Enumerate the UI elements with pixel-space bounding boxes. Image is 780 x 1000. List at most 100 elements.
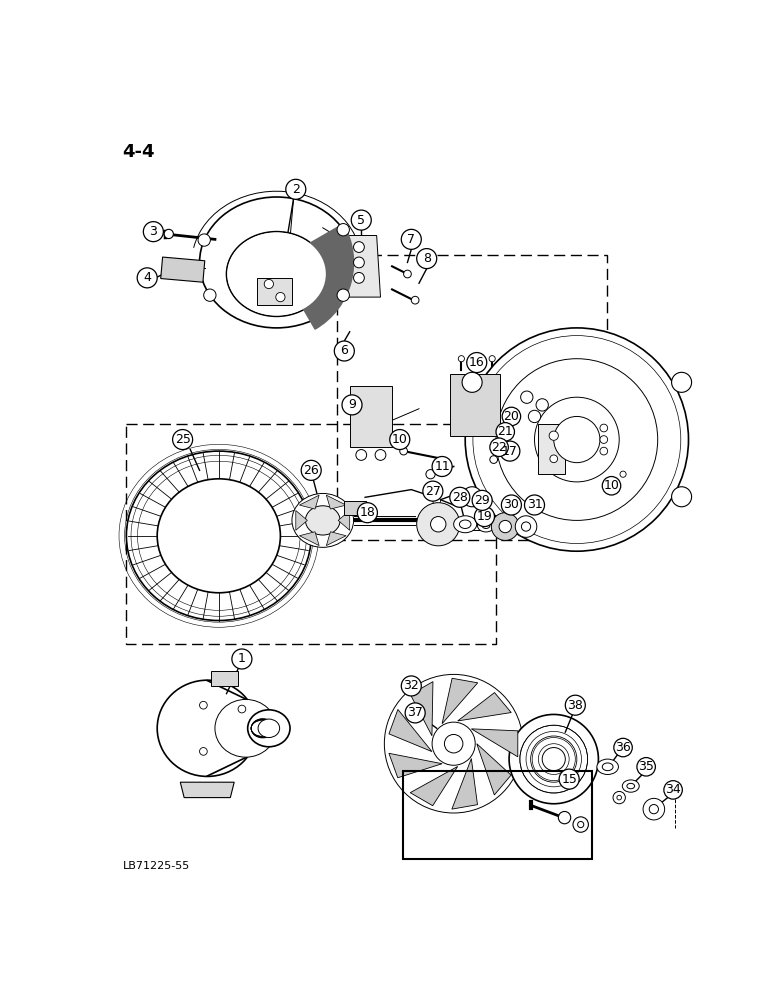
Circle shape xyxy=(353,272,364,283)
Ellipse shape xyxy=(158,680,257,776)
Bar xyxy=(161,257,205,282)
Circle shape xyxy=(401,229,421,249)
Circle shape xyxy=(401,676,421,696)
Circle shape xyxy=(433,497,441,505)
Text: 34: 34 xyxy=(665,783,681,796)
Circle shape xyxy=(502,495,521,515)
Bar xyxy=(402,771,592,859)
Circle shape xyxy=(385,674,523,813)
Ellipse shape xyxy=(306,506,340,535)
Ellipse shape xyxy=(454,516,477,533)
Circle shape xyxy=(542,748,565,771)
Circle shape xyxy=(375,450,386,460)
Text: 6: 6 xyxy=(340,344,348,358)
Circle shape xyxy=(550,455,558,463)
Text: 11: 11 xyxy=(434,460,450,473)
Circle shape xyxy=(600,436,608,443)
Ellipse shape xyxy=(258,719,279,738)
Ellipse shape xyxy=(200,197,353,328)
Text: 7: 7 xyxy=(407,233,415,246)
Text: LB71225-55: LB71225-55 xyxy=(122,861,190,871)
Circle shape xyxy=(238,705,246,713)
Circle shape xyxy=(489,356,495,362)
Text: 5: 5 xyxy=(357,214,365,227)
Circle shape xyxy=(558,811,571,824)
Circle shape xyxy=(198,234,211,246)
Circle shape xyxy=(301,460,321,480)
Ellipse shape xyxy=(627,783,635,789)
Text: 32: 32 xyxy=(403,679,419,692)
Text: 17: 17 xyxy=(502,445,518,458)
Bar xyxy=(337,255,607,540)
Circle shape xyxy=(524,495,544,515)
Text: 38: 38 xyxy=(567,699,583,712)
Ellipse shape xyxy=(482,523,490,528)
Circle shape xyxy=(405,703,425,723)
Wedge shape xyxy=(277,224,353,329)
Circle shape xyxy=(204,289,216,301)
Circle shape xyxy=(232,649,252,669)
Circle shape xyxy=(351,210,371,230)
Polygon shape xyxy=(410,766,458,806)
Circle shape xyxy=(617,795,622,800)
Text: 9: 9 xyxy=(348,398,356,411)
Circle shape xyxy=(520,391,533,403)
Circle shape xyxy=(390,430,410,450)
Polygon shape xyxy=(538,424,566,474)
Bar xyxy=(126,424,496,644)
Polygon shape xyxy=(471,729,518,757)
Text: 37: 37 xyxy=(407,706,423,719)
Text: 8: 8 xyxy=(423,252,431,265)
Circle shape xyxy=(337,224,349,236)
Text: 15: 15 xyxy=(562,773,577,786)
Circle shape xyxy=(462,372,482,392)
Circle shape xyxy=(516,516,537,537)
Text: 35: 35 xyxy=(638,760,654,773)
Ellipse shape xyxy=(459,520,471,528)
Text: 16: 16 xyxy=(469,356,484,369)
Polygon shape xyxy=(339,511,349,530)
Text: 31: 31 xyxy=(526,498,542,512)
Circle shape xyxy=(534,397,619,482)
Circle shape xyxy=(500,441,519,461)
Circle shape xyxy=(499,520,512,533)
Polygon shape xyxy=(389,709,432,752)
Polygon shape xyxy=(300,532,319,546)
Ellipse shape xyxy=(215,699,277,757)
Circle shape xyxy=(450,487,470,507)
Circle shape xyxy=(337,289,349,301)
Circle shape xyxy=(473,356,480,362)
Text: 3: 3 xyxy=(150,225,158,238)
Bar xyxy=(257,278,292,305)
Circle shape xyxy=(462,487,482,507)
Circle shape xyxy=(578,821,583,828)
Circle shape xyxy=(490,438,509,456)
Circle shape xyxy=(164,229,173,239)
Circle shape xyxy=(600,424,608,432)
Circle shape xyxy=(466,353,487,373)
Bar xyxy=(211,671,238,686)
Circle shape xyxy=(613,791,626,804)
Polygon shape xyxy=(458,693,511,721)
Polygon shape xyxy=(326,495,346,509)
Circle shape xyxy=(200,748,207,755)
Circle shape xyxy=(472,490,492,510)
Circle shape xyxy=(573,817,588,832)
Polygon shape xyxy=(326,532,346,546)
Ellipse shape xyxy=(622,780,640,792)
Circle shape xyxy=(432,722,475,765)
Circle shape xyxy=(672,487,692,507)
Ellipse shape xyxy=(248,710,290,747)
Circle shape xyxy=(602,477,621,495)
Ellipse shape xyxy=(158,479,280,593)
Text: 25: 25 xyxy=(175,433,190,446)
Text: 36: 36 xyxy=(615,741,631,754)
Circle shape xyxy=(431,517,446,532)
Circle shape xyxy=(549,431,558,440)
Circle shape xyxy=(637,758,655,776)
Ellipse shape xyxy=(227,232,326,316)
Text: 26: 26 xyxy=(303,464,319,477)
Circle shape xyxy=(566,695,585,715)
Circle shape xyxy=(342,395,362,415)
Text: 27: 27 xyxy=(425,485,441,498)
